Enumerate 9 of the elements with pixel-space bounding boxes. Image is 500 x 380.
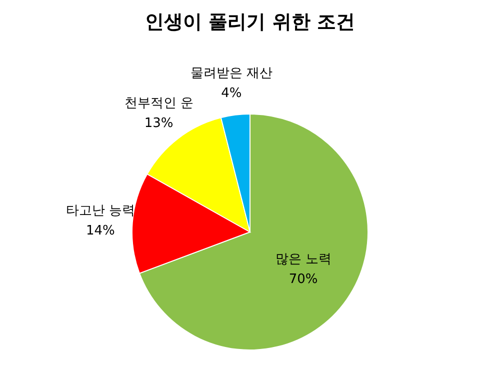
slice-label: 천부적인 운 bbox=[124, 96, 194, 111]
data-label: 70% bbox=[288, 272, 318, 287]
data-label: 14% bbox=[86, 223, 115, 238]
slice-label: 물려받은 재산 bbox=[190, 66, 272, 82]
data-label: 4% bbox=[221, 86, 242, 102]
data-label: 13% bbox=[144, 116, 174, 131]
slice-label: 많은 노력 bbox=[275, 252, 332, 267]
chart-title: 인생이 풀리기 위한 조건 bbox=[145, 11, 355, 33]
slice-label: 타고난 능력 bbox=[66, 203, 136, 218]
